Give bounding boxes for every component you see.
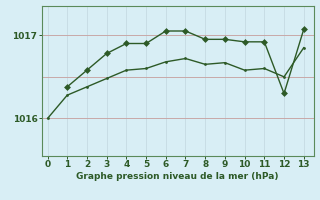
X-axis label: Graphe pression niveau de la mer (hPa): Graphe pression niveau de la mer (hPa) xyxy=(76,172,279,181)
